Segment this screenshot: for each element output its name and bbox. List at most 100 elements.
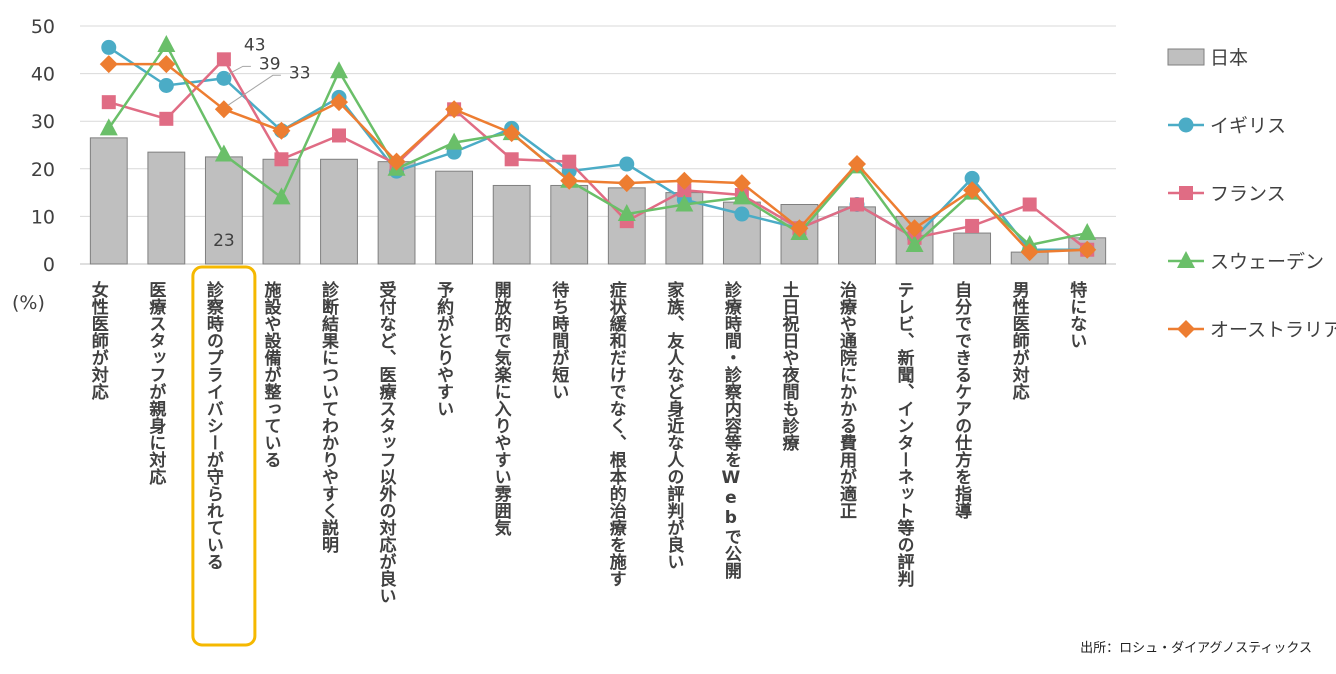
point-diamond bbox=[1078, 240, 1097, 259]
point-circle bbox=[619, 156, 635, 172]
category-label: テレビ、新聞、インターネット等の評判 bbox=[894, 281, 915, 588]
point-square bbox=[274, 152, 289, 167]
point-diamond bbox=[963, 181, 982, 200]
category-label: 診療時間・診察内容等をWebで公開 bbox=[721, 280, 743, 580]
line-series bbox=[99, 35, 1097, 262]
point-diamond bbox=[99, 55, 118, 74]
point-square bbox=[562, 154, 577, 169]
point-triangle bbox=[675, 194, 694, 212]
point-square bbox=[504, 152, 519, 167]
bar bbox=[320, 158, 358, 265]
category-label: 男性医師が対応 bbox=[1009, 281, 1031, 401]
series-line bbox=[108, 62, 1088, 254]
data-label: 23 bbox=[213, 231, 235, 251]
point-square bbox=[1022, 197, 1037, 212]
legend-swatch bbox=[1167, 48, 1205, 66]
data-label: 33 bbox=[289, 63, 311, 83]
category-label: 診察時のプライバシーが守られている bbox=[203, 280, 225, 570]
bar bbox=[953, 232, 992, 265]
point-triangle bbox=[330, 61, 348, 79]
bar bbox=[147, 151, 186, 265]
point-square bbox=[965, 218, 980, 233]
point-diamond bbox=[445, 100, 464, 119]
point-square bbox=[332, 128, 346, 143]
point-square bbox=[677, 183, 692, 198]
legend-item: イギリス bbox=[1168, 115, 1286, 137]
point-circle bbox=[158, 78, 174, 93]
point-diamond bbox=[675, 171, 694, 190]
point-diamond bbox=[732, 174, 751, 193]
category-label: 土日祝日や夜間も診療 bbox=[778, 280, 800, 452]
bar bbox=[722, 201, 761, 265]
y-tick-label: 40 bbox=[31, 64, 55, 86]
point-triangle bbox=[272, 187, 291, 205]
legend-label: フランス bbox=[1210, 183, 1286, 205]
category-label: 診断結果についてわかりやすく説明 bbox=[318, 280, 339, 554]
point-diamond bbox=[1020, 243, 1039, 262]
category-label: 施設や設備が整っている bbox=[260, 280, 281, 468]
bar bbox=[89, 137, 128, 265]
point-diamond bbox=[1177, 320, 1195, 338]
legend-item: オーストラリア bbox=[1168, 319, 1336, 341]
point-diamond bbox=[330, 93, 348, 112]
y-tick-label: 0 bbox=[43, 254, 55, 276]
point-diamond bbox=[272, 121, 291, 140]
point-triangle bbox=[445, 132, 464, 150]
point-circle bbox=[1178, 117, 1194, 133]
point-square bbox=[216, 52, 231, 67]
bar bbox=[377, 161, 416, 265]
data-label: 43 bbox=[244, 35, 266, 55]
legend-item: フランス bbox=[1168, 183, 1286, 205]
y-axis: 0 10 20 30 40 50 bbox=[31, 16, 55, 276]
category-label: 家族、友人など身近な人の評判が良い bbox=[663, 280, 684, 570]
source-note: 出所：ロシュ・ダイアグノスティックス bbox=[1080, 641, 1312, 656]
point-triangle bbox=[1177, 251, 1195, 268]
x-axis: 女性医師が対応 医療スタッフが親身に対応 診察時のプライバシーが守られている 施設や設… bbox=[88, 280, 1087, 604]
series-オーストラリア bbox=[99, 55, 1097, 262]
bar bbox=[435, 170, 474, 265]
point-diamond bbox=[848, 155, 866, 174]
series-line bbox=[108, 46, 1088, 251]
category-label: 医療スタッフが親身に対応 bbox=[145, 281, 167, 486]
point-triangle bbox=[157, 35, 176, 53]
point-triangle bbox=[1078, 223, 1097, 241]
category-label: 症状緩和だけでなく、根本的治療を施す bbox=[606, 280, 627, 587]
category-label: 開放的で気楽に入りやすい雰囲気 bbox=[491, 281, 512, 537]
point-circle bbox=[964, 170, 980, 186]
point-diamond bbox=[790, 219, 809, 238]
highlight-group bbox=[191, 265, 257, 647]
point-diamond bbox=[560, 171, 579, 190]
y-tick-label: 10 bbox=[31, 206, 55, 228]
legend-item: スウェーデン bbox=[1168, 251, 1324, 273]
point-square bbox=[850, 197, 864, 212]
point-triangle bbox=[214, 144, 233, 162]
data-label: 39 bbox=[259, 54, 281, 74]
point-triangle bbox=[617, 204, 636, 222]
point-square bbox=[159, 111, 174, 126]
y-tick-label: 20 bbox=[31, 159, 55, 181]
point-diamond bbox=[387, 152, 406, 171]
point-circle bbox=[216, 70, 232, 86]
point-triangle bbox=[99, 118, 118, 136]
point-diamond bbox=[157, 55, 176, 74]
y-unit-label: (%) bbox=[12, 292, 45, 314]
bar bbox=[262, 158, 301, 265]
point-circle bbox=[734, 206, 750, 222]
point-diamond bbox=[502, 124, 521, 143]
category-label: 治療や通院にかかる費用が適正 bbox=[836, 280, 857, 519]
y-tick-label: 50 bbox=[31, 16, 55, 38]
legend-label: 日本 bbox=[1210, 47, 1248, 69]
series-イギリス bbox=[101, 39, 1095, 258]
point-triangle bbox=[905, 234, 924, 252]
y-tick-label: 30 bbox=[31, 111, 55, 133]
category-label: 予約がとりやすい bbox=[433, 281, 454, 417]
bar bbox=[550, 184, 589, 265]
legend-item: 日本 bbox=[1167, 47, 1248, 69]
series-line bbox=[107, 42, 1088, 247]
point-square bbox=[101, 95, 116, 110]
legend-label: オーストラリア bbox=[1210, 319, 1336, 341]
bar bbox=[838, 206, 876, 265]
